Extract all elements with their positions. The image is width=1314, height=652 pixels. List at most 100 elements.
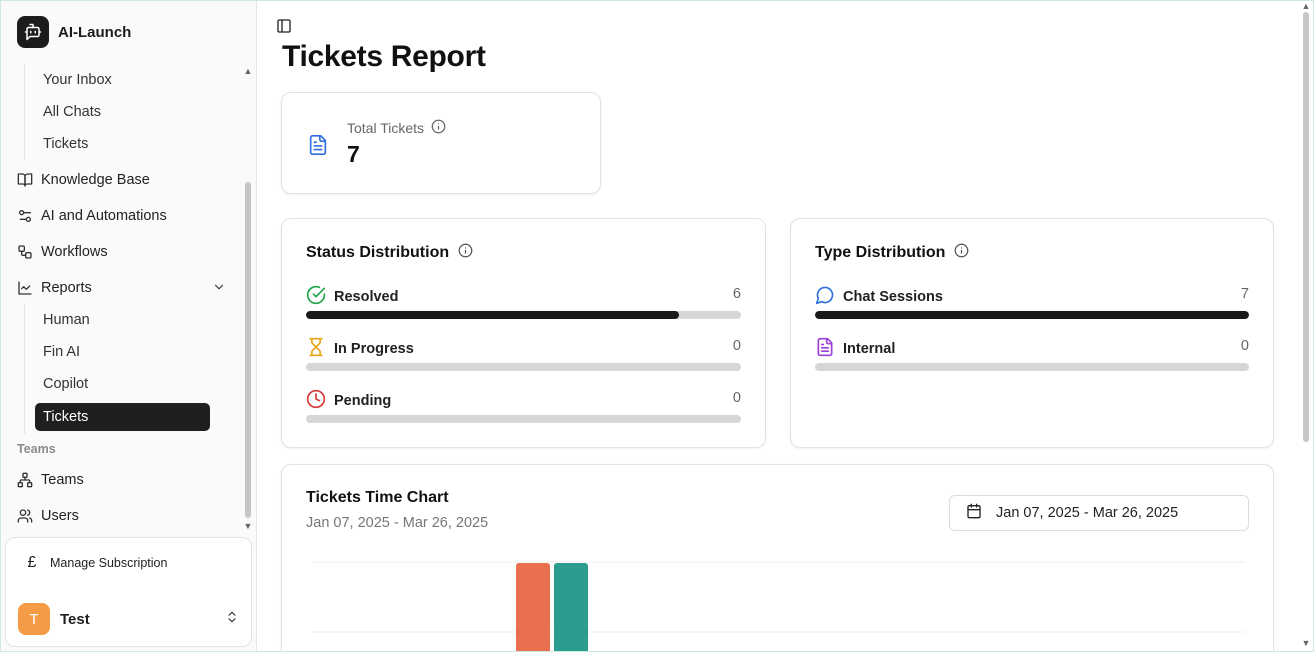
sidebar-item-label: Knowledge Base — [41, 172, 150, 188]
sidebar-item-human[interactable]: Human — [43, 312, 90, 328]
type-label-row: Internal — [815, 337, 895, 361]
sidebar-item-teams[interactable]: Teams — [16, 466, 228, 494]
manage-subscription-button[interactable]: £ Manage Subscription — [26, 554, 168, 572]
app-name: AI-Launch — [58, 23, 132, 41]
scroll-down-icon[interactable]: ▼ — [1301, 638, 1311, 648]
sidebar-scrollbar[interactable]: ▲ ▼ — [243, 64, 253, 534]
brand[interactable]: AI-Launch — [17, 16, 131, 48]
network-icon — [16, 472, 33, 489]
chevron-down-icon[interactable] — [212, 280, 226, 298]
page-scroll-thumb[interactable] — [1303, 12, 1309, 442]
workflow-icon — [16, 244, 33, 261]
sidebar-item-users[interactable]: Users — [16, 502, 228, 530]
main-content: Tickets Report Total Tickets 7 Status Di… — [258, 0, 1314, 652]
total-tickets-label-row: Total Tickets — [347, 119, 446, 137]
tickets-time-chart-card: Tickets Time Chart Jan 07, 2025 - Mar 26… — [281, 464, 1274, 652]
sidebar: AI-Launch Your Inbox All Chats Tickets K… — [0, 0, 257, 652]
type-label: Chat Sessions — [843, 289, 943, 305]
sidebar-item-reports[interactable]: Reports — [16, 274, 228, 302]
manage-subscription-label: Manage Subscription — [50, 556, 168, 570]
page-scrollbar[interactable]: ▲ ▼ — [1300, 0, 1312, 652]
sidebar-nav: Your Inbox All Chats Tickets Knowledge B… — [0, 64, 241, 534]
status-label: Resolved — [334, 289, 399, 305]
status-label: Pending — [334, 393, 392, 409]
scroll-up-icon[interactable]: ▲ — [243, 66, 253, 76]
avatar: T — [18, 603, 50, 635]
type-count: 0 — [1240, 338, 1249, 354]
sidebar-item-all-chats[interactable]: All Chats — [43, 104, 102, 120]
status-progress-fill — [306, 311, 679, 319]
total-tickets-card: Total Tickets 7 — [281, 92, 601, 194]
info-icon[interactable] — [954, 243, 969, 263]
sidebar-item-fin-ai[interactable]: Fin AI — [43, 344, 81, 360]
book-icon — [16, 172, 33, 189]
type-label-row: Chat Sessions — [815, 285, 943, 309]
info-icon[interactable] — [431, 119, 446, 137]
type-distribution-title: Type Distribution — [815, 244, 946, 261]
teams-group-label: Teams — [17, 442, 56, 456]
status-row-in-progress: In Progress 0 — [306, 337, 741, 375]
info-icon[interactable] — [458, 243, 473, 263]
status-progress-bar — [306, 415, 741, 423]
type-label: Internal — [843, 341, 896, 357]
total-tickets-label: Total Tickets — [347, 120, 425, 136]
clock-icon — [306, 389, 326, 413]
sidebar-item-label: AI and Automations — [41, 208, 167, 224]
pound-icon: £ — [27, 554, 37, 571]
message-circle-icon — [815, 285, 835, 309]
type-row-chat-sessions: Chat Sessions 7 — [815, 285, 1249, 323]
status-count: 0 — [732, 338, 741, 354]
status-distribution-title: Status Distribution — [306, 244, 450, 261]
sidebar-item-label: Teams — [41, 472, 84, 488]
check-circle-icon — [306, 285, 326, 309]
scroll-up-icon[interactable]: ▲ — [1301, 1, 1311, 11]
file-text-icon — [815, 337, 835, 361]
status-distribution-card: Status Distribution Resolved 6 In Progre… — [281, 218, 766, 448]
status-row-resolved: Resolved 6 — [306, 285, 741, 323]
sliders-icon — [16, 208, 33, 225]
sidebar-item-label: Users — [41, 508, 79, 524]
hourglass-icon — [306, 337, 326, 361]
chart-title: Tickets Time Chart — [306, 489, 449, 506]
status-progress-bar — [306, 311, 741, 319]
sidebar-item-inbox-tickets[interactable]: Tickets — [43, 136, 89, 152]
type-distribution-title-row: Type Distribution — [815, 243, 969, 263]
page-title: Tickets Report — [282, 40, 486, 73]
chevrons-up-down-icon[interactable] — [225, 610, 239, 629]
status-count: 0 — [732, 390, 741, 406]
sidebar-item-report-tickets[interactable]: Tickets — [35, 403, 210, 431]
calendar-icon — [966, 503, 982, 523]
sidebar-item-label: Workflows — [41, 244, 108, 260]
sidebar-toggle-icon[interactable] — [276, 18, 292, 34]
chart-subtitle: Jan 07, 2025 - Mar 26, 2025 — [306, 515, 489, 531]
users-icon — [16, 508, 33, 525]
type-progress-bar — [815, 311, 1249, 319]
status-label-row: Resolved — [306, 285, 398, 309]
type-progress-fill — [815, 311, 1249, 319]
status-label-row: In Progress — [306, 337, 414, 361]
status-row-pending: Pending 0 — [306, 389, 741, 427]
status-label: In Progress — [334, 341, 414, 357]
tickets-time-chart — [312, 561, 1244, 652]
sidebar-item-workflows[interactable]: Workflows — [16, 238, 228, 266]
chart-line-icon — [16, 280, 33, 297]
reports-submenu: Human Fin AI Copilot Tickets — [24, 304, 210, 434]
account-card: £ Manage Subscription T Test — [5, 537, 252, 647]
chart-bar — [516, 563, 550, 652]
sidebar-item-knowledge-base[interactable]: Knowledge Base — [16, 166, 228, 194]
sidebar-item-ai-automations[interactable]: AI and Automations — [16, 202, 228, 230]
status-label-row: Pending — [306, 389, 391, 413]
sidebar-item-label: Reports — [41, 280, 92, 296]
status-distribution-title-row: Status Distribution — [306, 243, 473, 263]
type-count: 7 — [1240, 286, 1249, 302]
date-range-picker[interactable]: Jan 07, 2025 - Mar 26, 2025 — [949, 495, 1249, 531]
date-range-label: Jan 07, 2025 - Mar 26, 2025 — [996, 505, 1179, 521]
inbox-submenu: Your Inbox All Chats Tickets — [24, 64, 112, 160]
sidebar-item-your-inbox[interactable]: Your Inbox — [43, 72, 112, 88]
type-progress-bar — [815, 363, 1249, 371]
sidebar-scroll-thumb[interactable] — [245, 182, 251, 518]
chart-bar — [554, 563, 588, 652]
scroll-down-icon[interactable]: ▼ — [243, 521, 253, 531]
sidebar-item-copilot[interactable]: Copilot — [43, 376, 89, 392]
user-menu[interactable]: T Test — [18, 603, 90, 635]
